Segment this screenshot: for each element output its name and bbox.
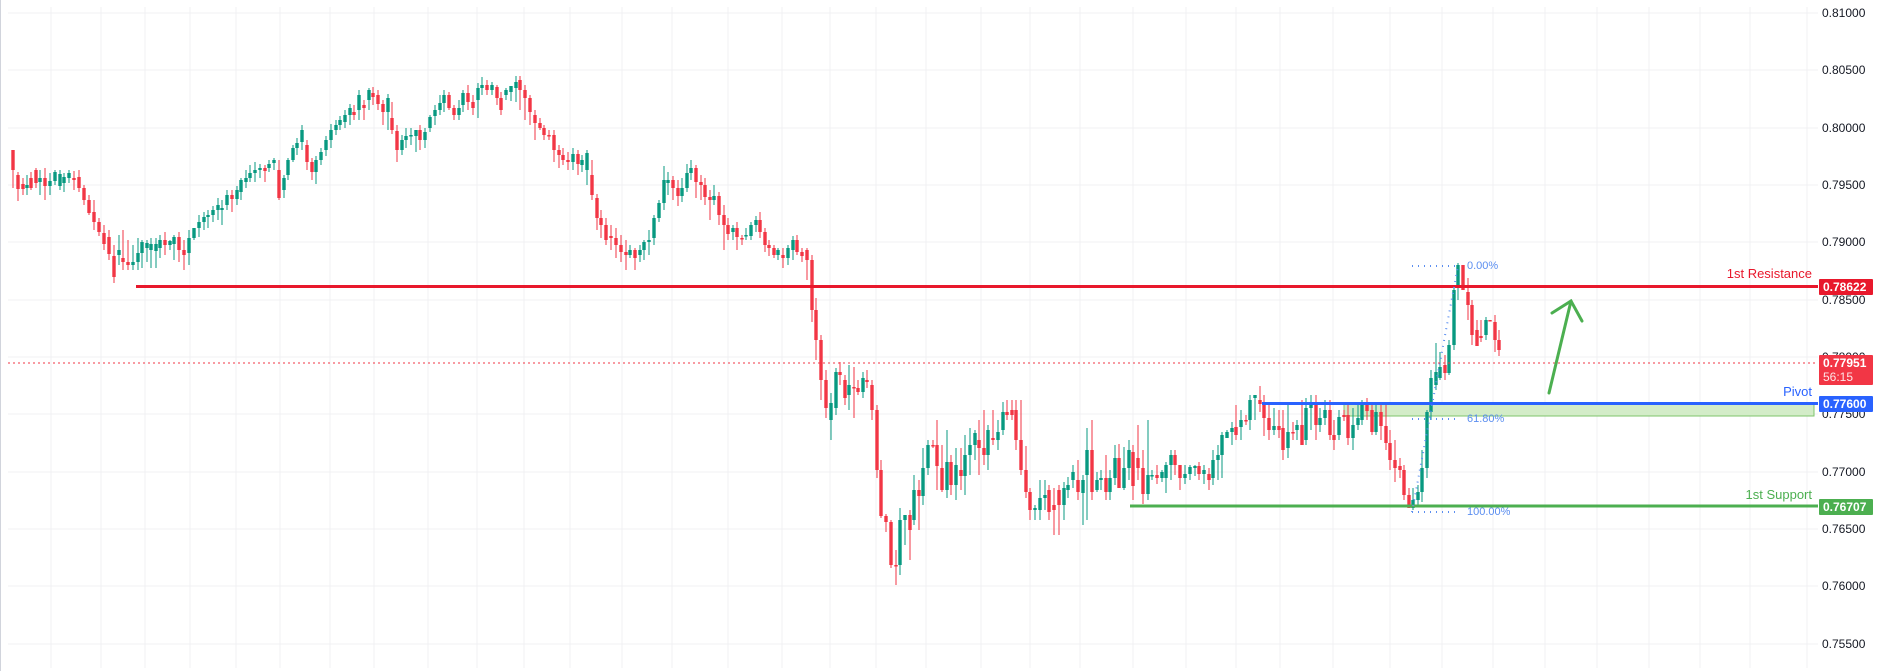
current-price-value: 0.77951 [1823, 356, 1867, 370]
fibonacci-retracement[interactable] [1411, 265, 1459, 513]
price-axis-tick: 0.77000 [1822, 465, 1866, 479]
grid-lines [8, 7, 1818, 668]
fib-618-label: 61.80% [1467, 413, 1505, 425]
support-price-tag: 0.76707 [1819, 499, 1873, 515]
fib-0-label: 0.00% [1467, 260, 1499, 272]
price-axis-tick: 0.76500 [1822, 522, 1866, 536]
pivot-price-tag: 0.77600 [1819, 396, 1873, 412]
price-axis-tick: 0.81000 [1822, 6, 1866, 20]
candlestick-series [11, 76, 1501, 585]
price-axis-tick: 0.79500 [1822, 178, 1866, 192]
chart-left-border [0, 0, 1, 671]
price-axis-tick: 0.75500 [1822, 637, 1866, 651]
price-axis-tick: 0.76000 [1822, 579, 1866, 593]
projection-arrow-icon[interactable] [1547, 298, 1584, 395]
candle-countdown: 56:15 [1823, 370, 1854, 384]
price-axis-tick: 0.80000 [1822, 121, 1866, 135]
price-axis-tick: 0.78500 [1822, 293, 1866, 307]
price-axis-tick: 0.80500 [1822, 63, 1866, 77]
price-axis-tick: 0.79000 [1822, 235, 1866, 249]
current-price-tag: 0.77951 56:15 [1819, 355, 1873, 385]
pivot-label: Pivot [1783, 384, 1812, 399]
pivot-zone [1343, 403, 1815, 417]
resistance-price-tag: 0.78622 [1819, 279, 1873, 295]
resistance-label: 1st Resistance [1726, 266, 1812, 281]
fib-100-label: 100.00% [1467, 506, 1511, 518]
support-label: 1st Support [1745, 487, 1813, 502]
